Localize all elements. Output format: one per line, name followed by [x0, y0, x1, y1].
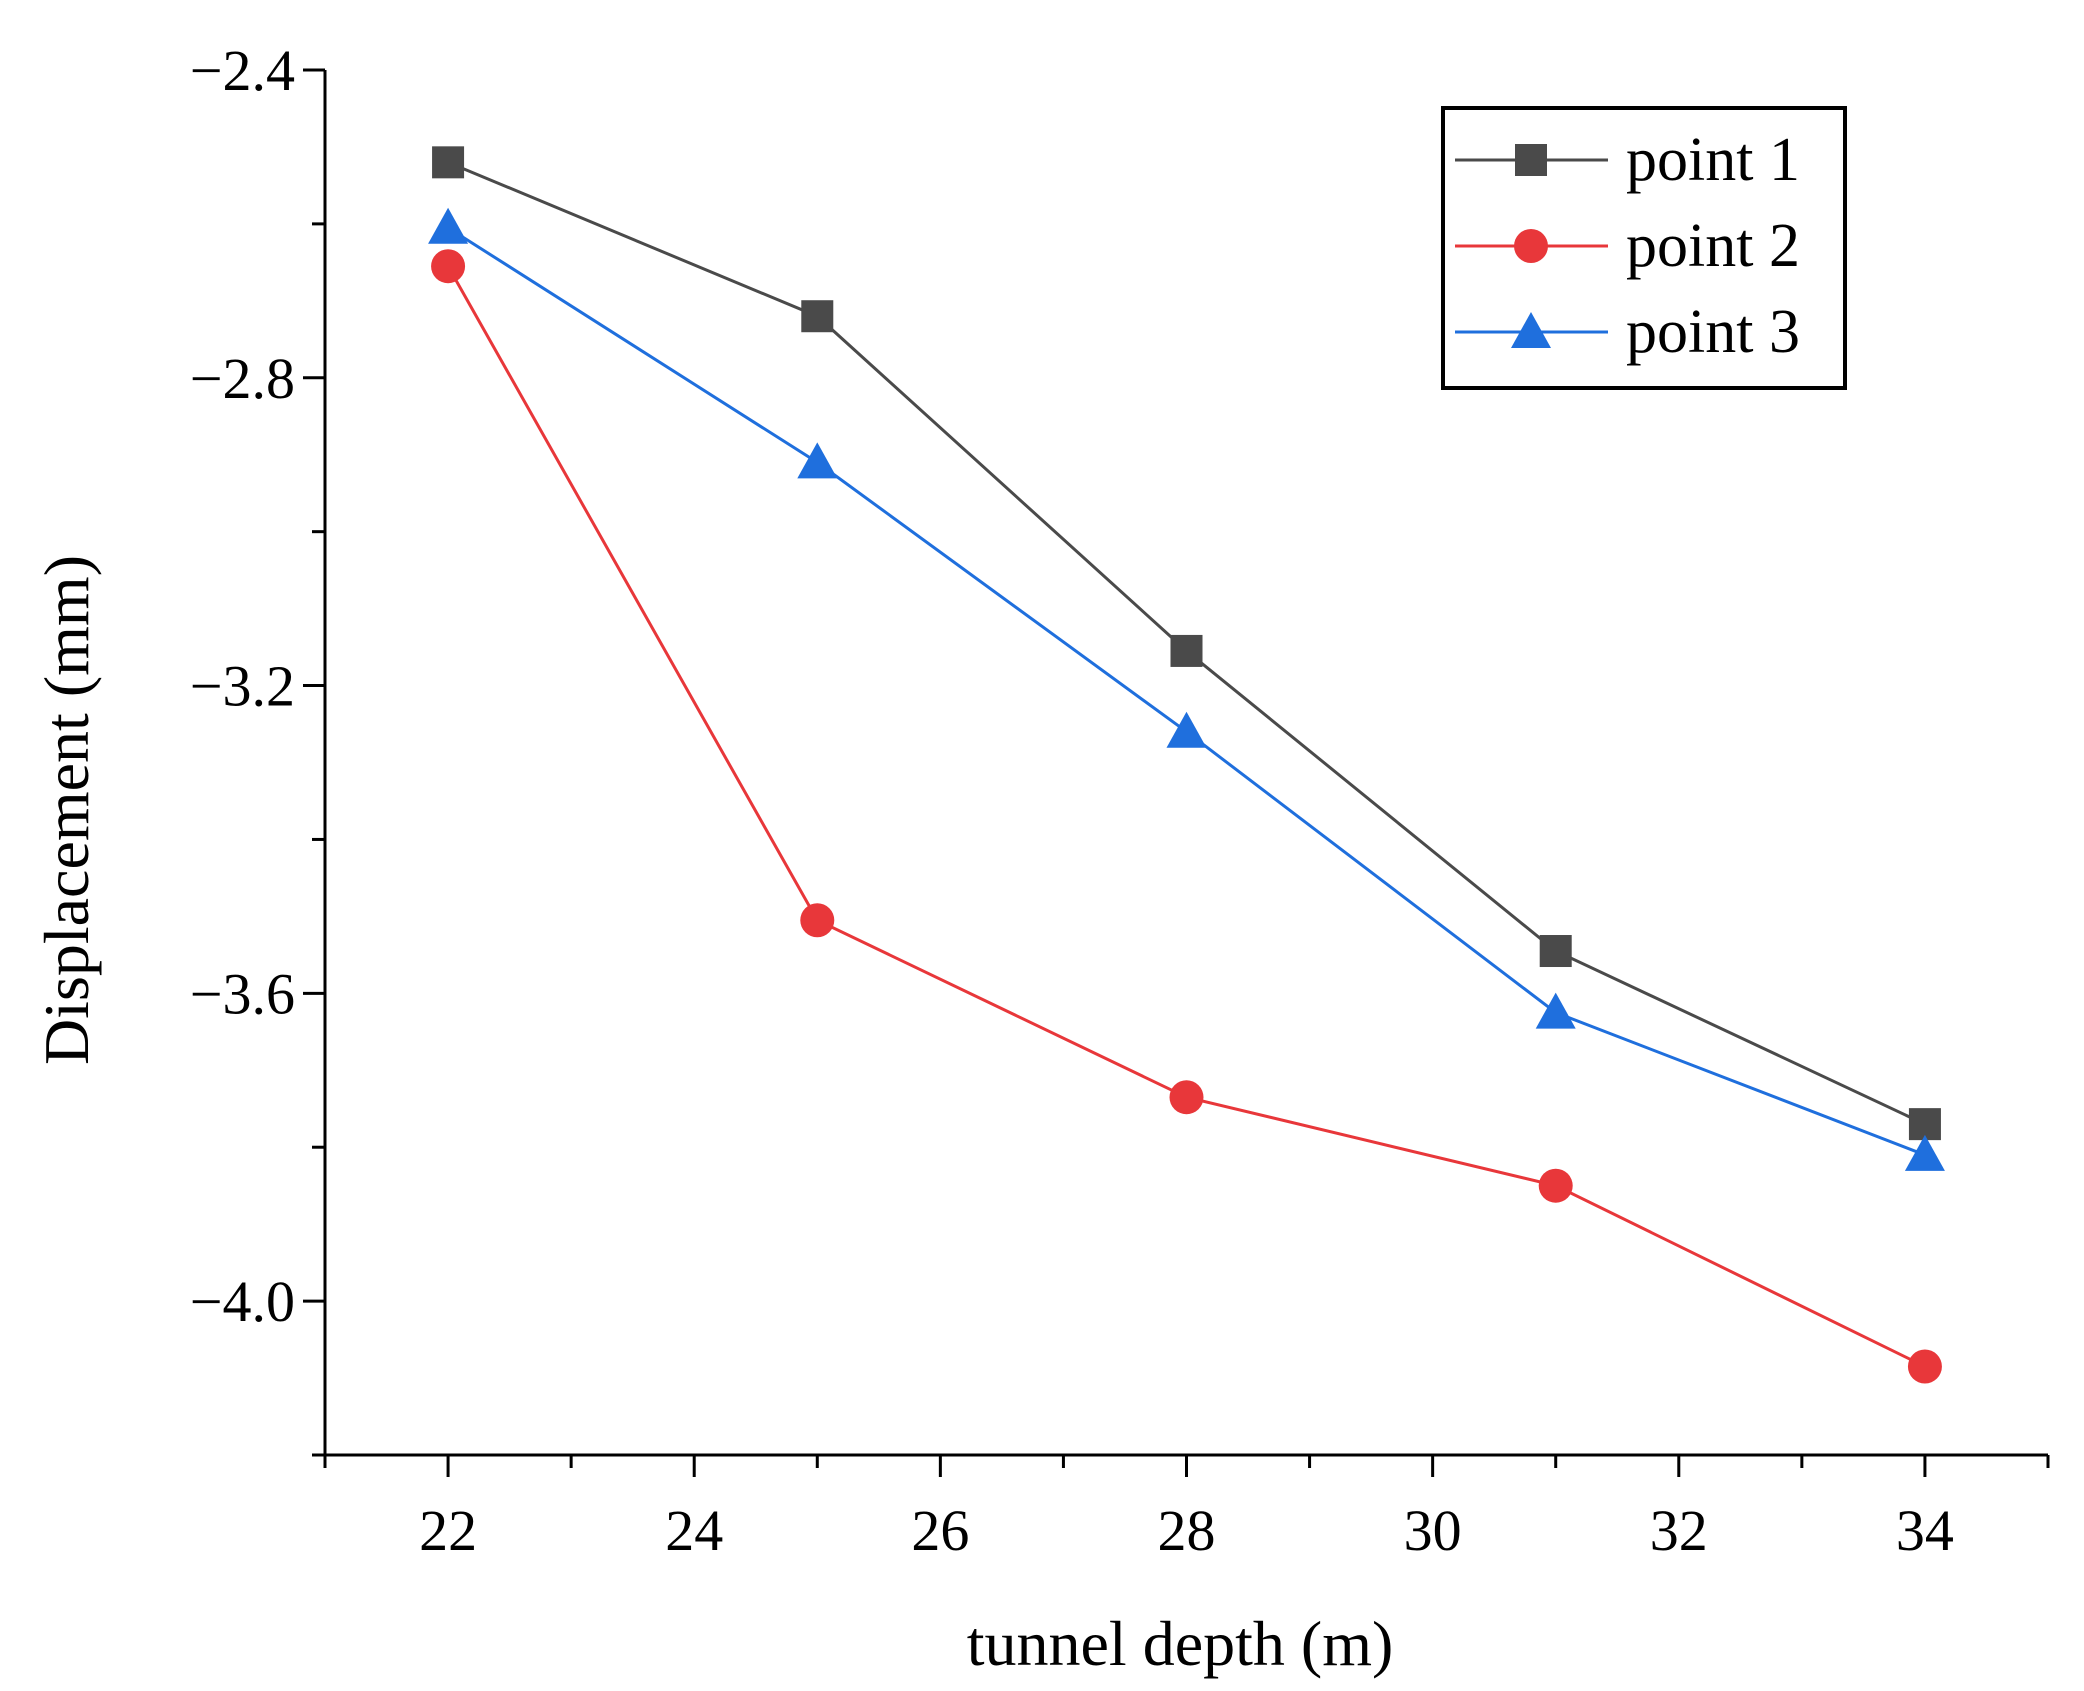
legend-item: point 3 — [1455, 298, 1800, 366]
data-point — [1166, 711, 1207, 748]
legend-marker — [1511, 312, 1551, 348]
data-point — [797, 442, 838, 479]
data-point — [1904, 1134, 1945, 1171]
legend-label: point 2 — [1626, 212, 1800, 280]
legend-label: point 1 — [1626, 126, 1800, 194]
data-point — [1907, 1349, 1942, 1384]
y-tick-label: −3.2 — [190, 654, 295, 719]
data-point — [1535, 992, 1576, 1029]
x-tick-label: 30 — [1404, 1498, 1462, 1563]
x-tick-label: 28 — [1158, 1498, 1216, 1563]
series-line — [446, 265, 1926, 1368]
y-tick-label: −2.8 — [190, 346, 295, 411]
series-1 — [432, 146, 1941, 1141]
y-axis-title: Displacement (mm) — [31, 555, 102, 1065]
data-point — [801, 300, 834, 333]
data-point — [1908, 1108, 1941, 1141]
x-axis-title: tunnel depth (m) — [967, 1608, 1394, 1679]
y-tick-label: −2.4 — [190, 38, 295, 103]
data-point — [800, 903, 835, 938]
x-tick-label: 32 — [1650, 1498, 1708, 1563]
series-3 — [428, 207, 1945, 1171]
series-2 — [431, 249, 1942, 1384]
legend-item: point 1 — [1455, 126, 1800, 194]
legend-marker — [1514, 229, 1548, 263]
data-point — [432, 146, 465, 179]
x-tick-label: 24 — [665, 1498, 723, 1563]
x-tick-label: 26 — [911, 1498, 969, 1563]
legend-item: point 2 — [1455, 212, 1800, 280]
legend-marker — [1515, 144, 1547, 176]
y-tick-label: −3.6 — [190, 961, 295, 1026]
legend: point 1 point 2 point 3 — [1441, 106, 1847, 390]
x-tick-label: 34 — [1896, 1498, 1954, 1563]
data-point — [1170, 634, 1203, 667]
data-point — [1539, 935, 1572, 968]
data-point — [1169, 1080, 1204, 1115]
data-point — [1538, 1168, 1573, 1203]
legend-box — [1441, 106, 1847, 390]
y-tick-label: −4.0 — [190, 1269, 295, 1334]
legend-label: point 3 — [1626, 298, 1800, 366]
x-tick-label: 22 — [419, 1498, 477, 1563]
data-point — [428, 207, 469, 244]
data-point — [431, 249, 466, 284]
